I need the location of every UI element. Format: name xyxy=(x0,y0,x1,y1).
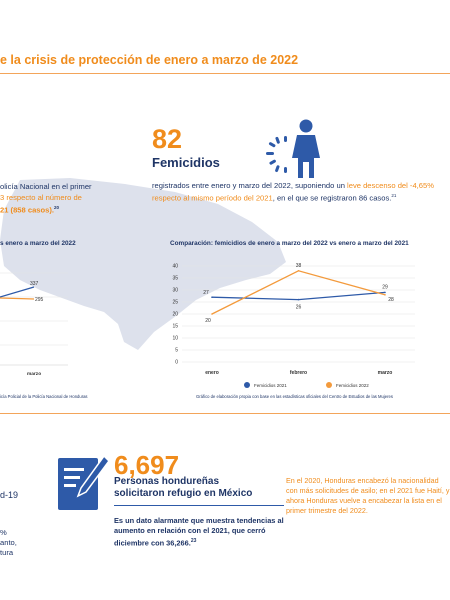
honduras-map xyxy=(0,178,286,350)
left-bottom-line1: d-19 xyxy=(0,490,19,500)
refugio-label-line2: solicitaron refugio en México xyxy=(114,487,253,499)
left-snippet-line3: 21 (858 casos). xyxy=(0,205,55,215)
woman-icon xyxy=(266,119,320,178)
legend-marker-2021 xyxy=(244,382,250,388)
left-chart-title: s enero a marzo del 2022 xyxy=(0,240,76,247)
left-snippet-line1: olicía Nacional en el primer xyxy=(0,182,92,191)
refugio-label-line1: Personas hondureñas xyxy=(114,476,220,487)
chart-title: Comparación: femicidios de enero a marzo… xyxy=(170,240,409,247)
femicidios-description: registrados entre enero y marzo del 2022… xyxy=(152,181,442,204)
y-tick-label-1: 5 xyxy=(175,348,178,354)
legend-item-2021: Femicidios 2021 xyxy=(244,382,287,388)
refugio-label: Personas hondureñas solicitaron refugio … xyxy=(114,476,252,499)
left-chart: 337 295 xyxy=(0,272,68,366)
y-tick-label-5: 25 xyxy=(172,300,178,306)
data-label-0-1: 26 xyxy=(296,305,302,311)
data-point-0-1 xyxy=(297,298,300,301)
left-chart-tick-marzo: marzo xyxy=(27,372,42,377)
data-point-0-0 xyxy=(211,296,213,298)
left-chart-source: icía Policial de la Policía Nacional de … xyxy=(0,394,88,399)
data-label-1-2: 28 xyxy=(388,297,394,303)
femicidios-text-before: registrados entre enero y marzo del 2022… xyxy=(152,181,348,190)
refugio-footnote: 23 xyxy=(190,538,197,544)
data-label-1-1: 38 xyxy=(296,263,302,269)
left-snippet-line2: 3 respecto al número de xyxy=(0,192,82,202)
y-tick-label-2: 10 xyxy=(172,336,178,342)
data-label-0-0: 27 xyxy=(203,290,209,296)
left-bottom-line4: tura xyxy=(0,548,14,557)
y-tick-label-0: 0 xyxy=(175,360,178,366)
x-tick-label-febrero: febrero xyxy=(290,370,307,376)
series-line-0 xyxy=(211,291,386,301)
left-bottom-line3: anto, xyxy=(0,538,17,547)
left-snippet-footnote: 20 xyxy=(54,205,60,210)
left-chart-label-295: 295 xyxy=(35,297,44,303)
y-tick-label-4: 20 xyxy=(172,312,178,318)
left-chart-line-orange xyxy=(0,297,35,300)
left-chart-line-blue xyxy=(0,286,35,298)
femicidios-chart: 0 5 10 15 20 25 30 35 40 enero febrero marzo 27 26 29 2… xyxy=(172,263,415,376)
asilo-description: En el 2020, Honduras encabezó la naciona… xyxy=(286,476,450,515)
section-title: e la crisis de protección de enero a mar… xyxy=(0,53,299,67)
femicidios-text-after: , en el que se registraron 86 casos. xyxy=(272,193,392,203)
left-snippet: olicía Nacional en el primer 3 respecto … xyxy=(0,182,120,216)
refugio-text: Es un dato alarmante que muestra tendenc… xyxy=(114,516,284,548)
data-label-0-2: 29 xyxy=(382,284,388,290)
legend-item-2022: Femicidios 2022 xyxy=(326,382,369,388)
y-tick-label-3: 15 xyxy=(172,324,178,330)
document-pen-icon xyxy=(58,454,110,510)
left-bottom-line2: % xyxy=(0,528,7,537)
legend-marker-2022 xyxy=(326,382,332,388)
header-divider xyxy=(0,73,450,74)
x-tick-label-enero: enero xyxy=(205,370,219,376)
femicidios-footnote: 21 xyxy=(391,193,397,198)
femicidios-number: 82 xyxy=(152,124,183,154)
refugio-underline xyxy=(114,505,284,506)
left-snippet-line3-wrap: 21 (858 casos).20 xyxy=(0,203,120,216)
refugio-number: 6,697 xyxy=(114,450,180,480)
section-divider xyxy=(0,413,450,414)
data-label-1-0: 20 xyxy=(205,318,211,324)
legend-label-2022: Femicidios 2022 xyxy=(336,382,369,388)
left-chart-label-337: 337 xyxy=(30,281,39,287)
data-point-1-0 xyxy=(211,313,213,315)
legend-label-2021: Femicidios 2021 xyxy=(254,382,287,388)
refugio-description: Es un dato alarmante que muestra tendenc… xyxy=(114,516,289,548)
data-point-0-2 xyxy=(384,291,386,294)
femicidios-label: Femicidios xyxy=(152,155,220,170)
x-tick-label-marzo: marzo xyxy=(378,370,393,376)
femicidios-text-highlight: leve descenso del -4,65% respecto al mis… xyxy=(152,181,434,203)
data-point-1-2 xyxy=(384,294,386,296)
data-point-1-1 xyxy=(297,270,300,272)
y-tick-label-6: 30 xyxy=(172,288,178,294)
y-tick-label-8: 40 xyxy=(172,264,178,270)
chart-source: Gráfico de elaboración propia con base e… xyxy=(196,394,393,399)
y-tick-label-7: 35 xyxy=(172,276,178,282)
